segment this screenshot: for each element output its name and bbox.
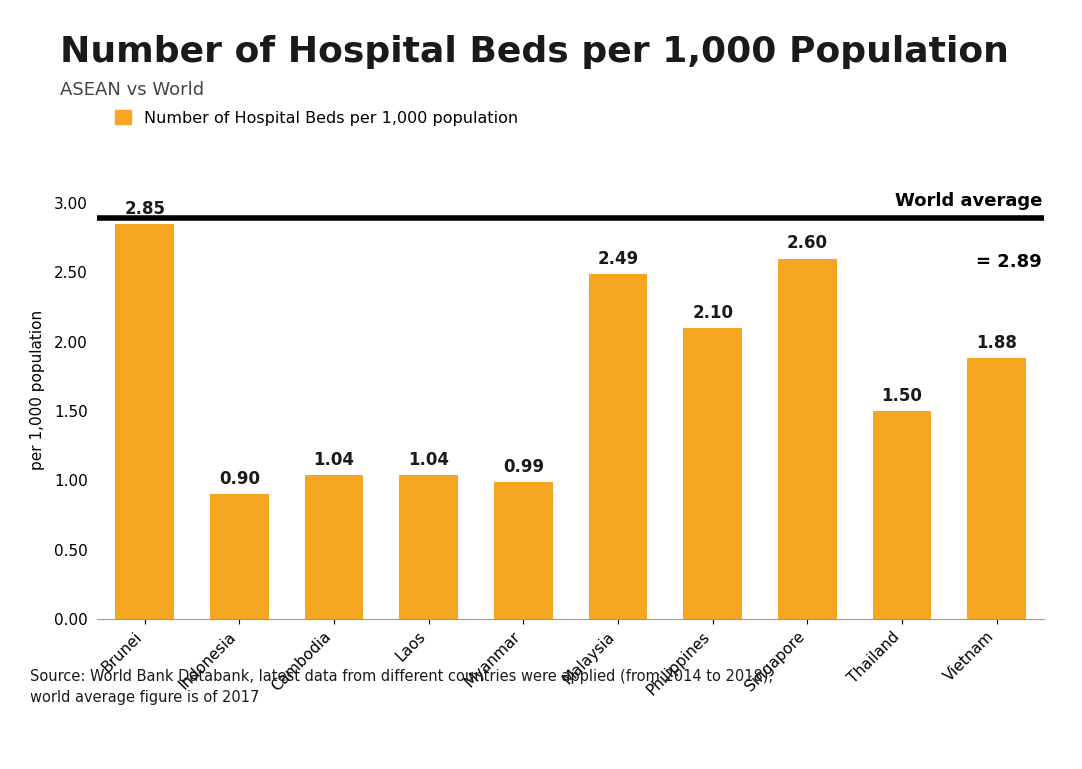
Bar <box>967 358 1026 619</box>
Bar <box>684 328 742 619</box>
Text: World average: World average <box>895 192 1042 210</box>
Bar <box>778 258 836 619</box>
Text: 1.04: 1.04 <box>314 451 355 468</box>
Text: 1.50: 1.50 <box>882 387 923 404</box>
Text: 2.85: 2.85 <box>124 200 166 218</box>
Text: 1.04: 1.04 <box>408 451 449 468</box>
Text: Source: World Bank Databank, latest data from different countries were applied (: Source: World Bank Databank, latest data… <box>30 669 774 705</box>
Text: = 2.89: = 2.89 <box>976 253 1042 271</box>
Legend: Number of Hospital Beds per 1,000 population: Number of Hospital Beds per 1,000 popula… <box>115 110 517 125</box>
Text: 2.49: 2.49 <box>597 250 638 268</box>
Text: 2.60: 2.60 <box>787 235 828 252</box>
Bar <box>305 474 364 619</box>
Y-axis label: per 1,000 population: per 1,000 population <box>30 310 45 471</box>
Text: ASEAN vs World: ASEAN vs World <box>60 81 203 98</box>
Text: 0.90: 0.90 <box>219 470 260 488</box>
Text: 1.88: 1.88 <box>976 335 1017 352</box>
Bar <box>873 411 932 619</box>
Text: 0.99: 0.99 <box>503 458 544 475</box>
Text: Number of Hospital Beds per 1,000 Population: Number of Hospital Beds per 1,000 Popula… <box>60 35 1008 68</box>
Bar <box>210 494 268 619</box>
Text: 2.10: 2.10 <box>692 304 734 321</box>
Bar <box>399 474 458 619</box>
Bar <box>494 481 553 619</box>
Bar <box>589 274 647 619</box>
Bar <box>116 224 174 619</box>
